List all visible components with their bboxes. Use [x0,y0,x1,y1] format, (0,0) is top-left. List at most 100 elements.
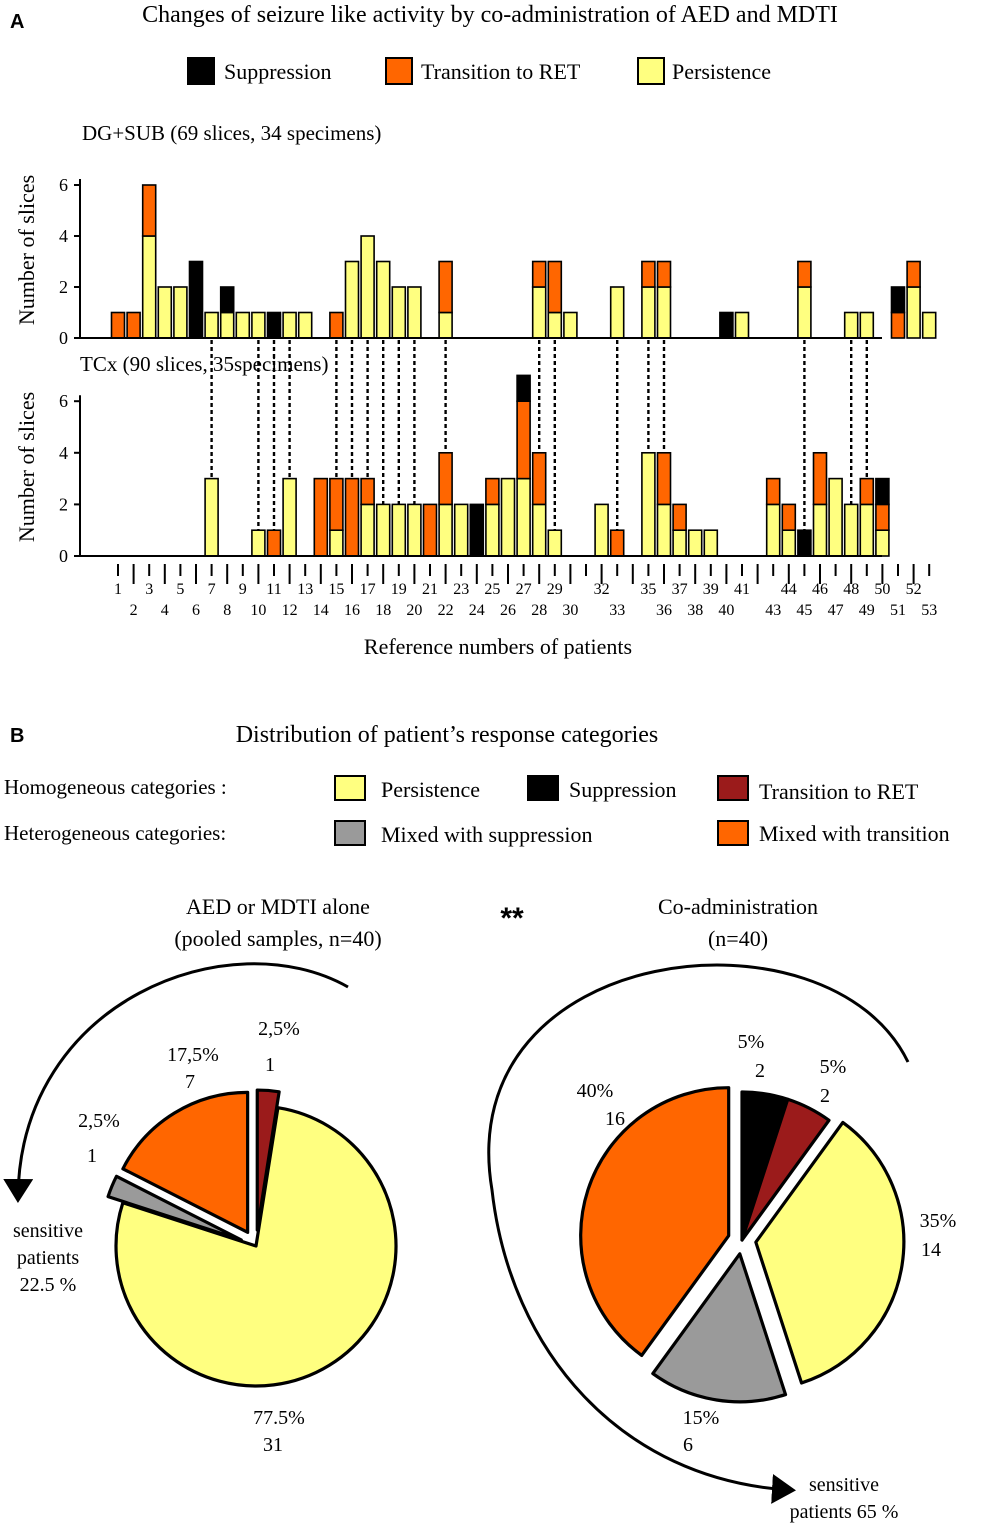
pie2-slice-mixed-with-transition [579,1086,731,1358]
x-axis-label: Reference numbers of patients [364,634,632,659]
x-tick-label-bottom: 49 [859,602,875,619]
tcx-bar-transition-p16 [344,477,360,557]
pie1-count-label: 31 [263,1434,283,1456]
sensitive-note-left-line2: patients [17,1247,79,1269]
tcx-bar-transition-p25 [485,477,500,506]
x-tick-label-bottom: 53 [921,602,937,619]
tcx-bar-transition-p37 [672,503,687,531]
dg-bar-transition-p45 [797,260,812,288]
tcx-bar-transition-p15 [329,477,344,532]
pie2-title: Co-administration [658,894,818,919]
dg-bar-persistence-p16 [344,260,360,339]
homogeneous-categories-label: Homogeneous categories : [4,775,227,799]
tcx-bar-transition-p27 [516,400,531,480]
pie1-slice-mixed-with-transition [121,1090,250,1234]
legend-swatch-suppression-b [527,775,559,801]
tcx-bar-persistence-p19 [391,503,407,557]
dg-bar-persistence-p20 [407,286,422,339]
tcx-bar-transition-p50 [875,503,890,531]
legend-label-suppression: Suppression [224,59,332,84]
tcx-bar-transition-p17 [360,477,375,506]
shared-patient-connectors [210,340,868,531]
patient-x-axis: 1 3 5 7 9 11 13 15 17 19 21 23 25 27 29 32 35 37 39 41 44 46 4… [114,564,937,619]
x-tick-label-top: 19 [391,581,407,598]
dg-bar-persistence-p49 [859,311,875,339]
pie1-subtitle: (pooled samples, n=40) [174,926,381,951]
x-tick-label-top: 46 [812,581,828,598]
tcx-bar-transition-p22 [438,451,453,506]
tcx-y-axis-label: Number of slices [14,392,39,542]
x-tick-label-bottom: 8 [223,602,231,619]
pie2-count-label: 2 [755,1060,765,1082]
dg-bar-persistence-p13 [297,311,313,339]
x-tick-label-bottom: 43 [765,602,781,619]
tcx-bar-chart: 0 2 4 6 [59,374,890,566]
x-tick-label-bottom: 16 [344,602,360,619]
x-tick-label-bottom: 26 [500,602,516,619]
pie2-subtitle: (n=40) [708,926,768,951]
sensitive-arrow-left [3,962,349,1203]
dg-y-tick-label: 6 [59,175,68,195]
tcx-bar-persistence-p12 [282,477,297,557]
pie1-count-label: 1 [265,1054,275,1076]
legend-label-transition-b: Transition to RET [759,779,919,804]
x-tick-label-top: 17 [360,581,376,598]
legend-label-persistence-b: Persistence [381,777,480,802]
legend-swatch-transition-b [717,775,749,801]
tcx-bar-suppression-p45 [797,529,812,557]
tcx-bar-persistence-p26 [500,477,516,557]
tcx-subtitle: TCx (90 slices, 35specimens) [80,352,328,376]
legend-swatch-transition [385,57,413,85]
tcx-bar-transition-p43 [765,477,781,506]
dg-bar-persistence-p30 [563,311,578,339]
pie2-percent-label: 35% [920,1210,957,1232]
tcx-y-tick-label: 4 [59,443,68,463]
x-tick-label-top: 9 [239,581,247,598]
x-tick-label-bottom: 30 [562,602,578,619]
x-tick-label-top: 3 [145,581,153,598]
x-tick-label-top: 27 [516,581,532,598]
x-tick-label-top: 29 [547,581,563,598]
dg-bar-persistence-p36 [656,286,672,339]
sensitive-arrow-right [487,963,910,1504]
x-tick-label-bottom: 45 [796,602,812,619]
dg-bar-transition-p3 [141,184,157,237]
tcx-bar-transition-p49 [859,477,875,506]
tcx-bar-persistence-p28 [531,503,547,557]
dg-y-tick-label: 4 [59,226,68,246]
pie1-title: AED or MDTI alone [186,894,370,919]
x-tick-label-bottom: 14 [313,602,329,619]
pie1-count-label: 7 [185,1071,195,1093]
panel-a-title: Changes of seizure like activity by co-a… [142,2,838,28]
tcx-bar-persistence-p15 [329,529,344,557]
tcx-bar-persistence-p47 [828,477,843,557]
tcx-bar-persistence-p35 [641,451,656,557]
dg-bar-suppression-p51 [890,286,906,314]
dg-bar-persistence-p5 [173,286,188,339]
dg-bar-suppression-p11 [266,311,282,339]
x-tick-label-top: 41 [734,581,750,598]
dg-bar-transition-p35 [641,260,656,288]
tcx-bar-persistence-p18 [375,503,391,557]
dg-bar-persistence-p3 [141,235,157,339]
legend-swatch-suppression [187,57,215,85]
dg-y-tick-label: 0 [59,328,68,348]
x-tick-label-bottom: 40 [718,602,734,619]
tcx-bar-persistence-p20 [407,503,422,557]
dg-bar-transition-p2 [126,311,141,339]
pie1-slice-mixed-with-suppression [106,1174,243,1242]
legend-label-mixed-transition: Mixed with transition [759,821,950,846]
dg-bar-persistence-p28 [531,286,547,339]
x-tick-label-top: 11 [266,581,281,598]
pie1-percent-label: 2,5% [78,1110,120,1132]
tcx-y-tick-label: 0 [59,546,68,566]
co-administration-pie: 5% 2 5% 2 35% 14 15% 6 40% 16 [577,1031,957,1456]
x-tick-label-top: 39 [703,581,719,598]
panel-b-letter: B [10,725,24,747]
dg-bar-persistence-p35 [641,286,656,339]
pie2-count-label: 2 [820,1085,830,1107]
x-tick-label-bottom: 12 [282,602,298,619]
x-tick-label-bottom: 22 [438,602,454,619]
aed-or-mdti-alone-pie: 2,5% 1 77.5% 31 2,5% 1 17,5% 7 [78,1018,398,1456]
pie2-slice-persistence [754,1120,906,1385]
